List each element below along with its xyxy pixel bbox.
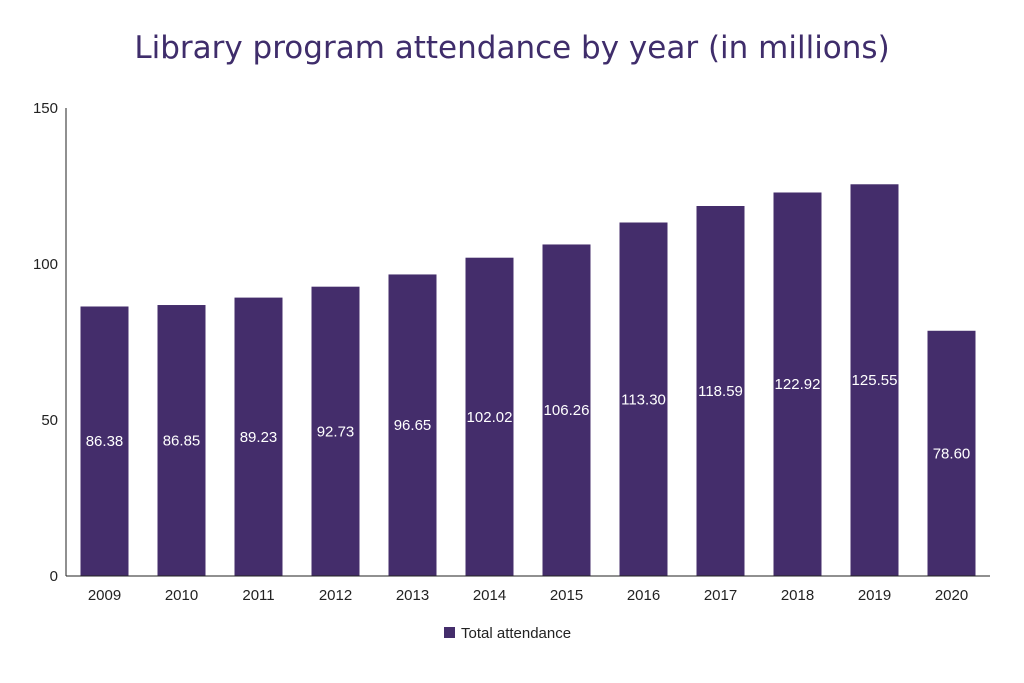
legend-swatch	[444, 627, 455, 638]
data-label-2015: 106.26	[544, 402, 590, 419]
bars-group	[80, 184, 976, 576]
bar-2011[interactable]	[234, 297, 283, 576]
data-label-2011: 89.23	[240, 429, 278, 446]
y-tick-label-0: 0	[50, 568, 58, 585]
bar-2020[interactable]	[927, 330, 976, 576]
bar-2010[interactable]	[157, 305, 206, 576]
x-tick-label-2015: 2015	[550, 587, 583, 604]
x-tick-label-2020: 2020	[935, 587, 968, 604]
x-tick-labels: 2009 2010 2011 2012 2013 2014 2015 2016 2017 2018…	[88, 587, 968, 604]
data-label-2010: 86.85	[163, 433, 201, 450]
data-label-2016: 113.30	[621, 391, 666, 408]
chart-title: Library program attendance by year (in m…	[134, 30, 890, 66]
data-label-2009: 86.38	[86, 433, 124, 450]
bar-2012[interactable]	[311, 286, 360, 576]
data-label-2013: 96.65	[394, 417, 432, 434]
bar-2017[interactable]	[696, 205, 745, 576]
x-tick-label-2017: 2017	[704, 587, 737, 604]
x-tick-label-2014: 2014	[473, 587, 506, 604]
data-label-2017: 118.59	[698, 383, 743, 400]
data-label-2018: 122.92	[775, 376, 821, 393]
data-label-2020: 78.60	[933, 445, 971, 462]
y-tick-labels: 0 50 100 150	[33, 100, 58, 585]
x-tick-label-2011: 2011	[242, 587, 274, 604]
x-tick-label-2012: 2012	[319, 587, 352, 604]
x-tick-label-2010: 2010	[165, 587, 198, 604]
x-tick-label-2009: 2009	[88, 587, 121, 604]
y-tick-label-100: 100	[33, 256, 58, 273]
bar-2019[interactable]	[850, 184, 899, 576]
y-tick-label-50: 50	[41, 412, 58, 429]
x-tick-label-2013: 2013	[396, 587, 429, 604]
y-tick-label-150: 150	[33, 100, 58, 117]
x-tick-label-2018: 2018	[781, 587, 814, 604]
bar-2018[interactable]	[773, 192, 822, 576]
bar-2013[interactable]	[388, 274, 437, 576]
data-label-2019: 125.55	[852, 372, 898, 389]
legend[interactable]: Total attendance	[444, 625, 571, 642]
x-tick-label-2016: 2016	[627, 587, 660, 604]
legend-label: Total attendance	[461, 625, 571, 642]
data-labels-group: 86.38 86.85 89.23 92.73 96.65 102.02 106.26 113…	[86, 372, 971, 462]
bar-2016[interactable]	[619, 222, 668, 576]
data-label-2012: 92.73	[317, 423, 355, 440]
axes-group	[65, 108, 990, 577]
data-label-2014: 102.02	[467, 409, 513, 426]
x-tick-label-2019: 2019	[858, 587, 891, 604]
bar-2009[interactable]	[80, 306, 129, 576]
bar-2014[interactable]	[465, 257, 514, 576]
bar-2015[interactable]	[542, 244, 591, 576]
